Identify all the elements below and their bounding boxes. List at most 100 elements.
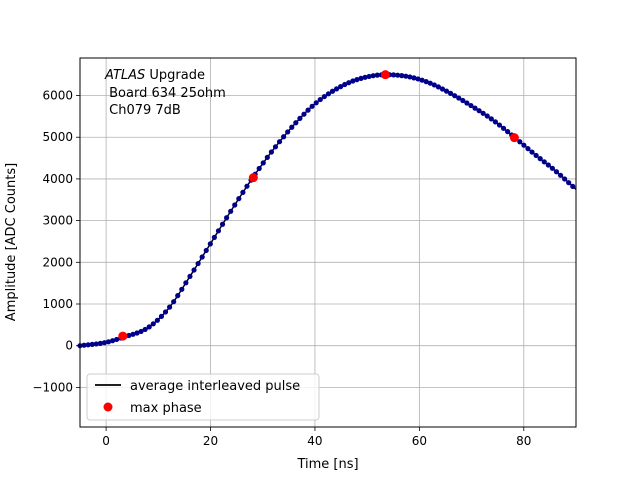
pulse-point [342, 81, 348, 88]
pulse-point [390, 72, 397, 78]
pulse-point [403, 73, 409, 79]
pulse-point [562, 176, 568, 182]
pulse-point [427, 80, 433, 86]
pulse-point [285, 129, 291, 135]
pulse-point [179, 286, 185, 292]
pulse-points [77, 72, 576, 349]
y-tick-label: 2000 [42, 255, 73, 269]
max-phase-point [509, 133, 519, 143]
annotation-upgrade: Upgrade [145, 68, 205, 83]
pulse-point [484, 113, 490, 119]
max-phase-points [118, 70, 519, 341]
pulse-point [134, 330, 140, 336]
pulse-point [488, 116, 494, 122]
x-tick-label: 80 [516, 434, 531, 448]
pulse-point [419, 77, 425, 83]
pulse-point [549, 165, 556, 171]
pulse-point [297, 115, 303, 121]
pulse-point [317, 96, 323, 103]
pulse-point [187, 273, 193, 280]
pulse-point [338, 84, 344, 90]
y-tick-label: 0 [65, 339, 73, 353]
atlas-annotation: ATLAS Upgrade Board 634 25ohm Ch079 7dB [104, 68, 226, 118]
pulse-point [553, 169, 560, 175]
pulse-point [256, 165, 262, 172]
pulse-point [333, 86, 340, 92]
y-tick-label: −1000 [32, 380, 73, 394]
pulse-point [276, 139, 283, 145]
pulse-point [101, 340, 108, 346]
max-phase-point [248, 173, 258, 183]
pulse-point [183, 280, 189, 286]
pulse-point [158, 313, 165, 319]
pulse-point [199, 254, 205, 260]
pulse-point [480, 110, 486, 116]
y-tick-label: 5000 [42, 130, 73, 144]
pulse-point [321, 93, 327, 100]
pulse-point [407, 74, 413, 80]
pulse-point [505, 129, 511, 135]
pulse-point [358, 75, 364, 81]
pulse-point [268, 149, 274, 155]
pulse-point [175, 293, 181, 299]
plot-frame [79, 57, 577, 428]
pulse-point [228, 208, 234, 214]
pulse-point [154, 317, 160, 323]
pulse-point [281, 134, 287, 140]
pulse-point [97, 340, 103, 346]
pulse-point [431, 82, 437, 88]
x-tick-label: 20 [203, 434, 218, 448]
pulse-point [195, 260, 201, 267]
pulse-point [354, 77, 360, 83]
pulse-point [244, 183, 250, 189]
annotation-line-3: Ch079 7dB [105, 103, 181, 118]
annotation-atlas-italic: ATLAS [104, 68, 145, 83]
pulse-point [150, 321, 156, 327]
x-tick-label: 0 [102, 434, 110, 448]
legend-box [86, 373, 320, 421]
pulse-point [224, 215, 230, 221]
pulse-point [525, 146, 531, 152]
pulse-point [191, 267, 197, 273]
pulse-point [460, 97, 466, 104]
pulse-point [142, 326, 148, 333]
y-tick-label: 1000 [42, 297, 73, 311]
pulse-point [492, 119, 498, 125]
pulse-point [105, 339, 112, 345]
pulse-point [456, 95, 462, 101]
y-tick-label: 3000 [42, 214, 73, 228]
pulse-point [468, 102, 474, 109]
y-axis-label: Amplitude [ADC Counts] [4, 163, 19, 321]
pulse-point [215, 228, 222, 234]
annotation-line-2: Board 634 25ohm [105, 86, 226, 101]
pulse-point [415, 76, 421, 82]
pulse-point [93, 341, 99, 347]
pulse-point [207, 241, 213, 247]
pulse-point [435, 84, 441, 90]
pulse-point [529, 149, 535, 155]
pulse-point [395, 72, 401, 78]
pulse-point [272, 144, 279, 150]
pulse-point [370, 73, 376, 79]
pulse-point [439, 86, 446, 92]
annotation-line-1: ATLAS Upgrade [104, 68, 205, 83]
pulse-point [264, 154, 270, 160]
pulse-point [240, 189, 246, 195]
pulse-point [496, 122, 503, 128]
pulse-point [362, 74, 368, 80]
pulse-point [545, 162, 551, 168]
pulse-point [452, 93, 458, 99]
pulse-point [570, 183, 576, 190]
y-tick-label: 6000 [42, 89, 73, 103]
pulse-point [289, 124, 295, 130]
pulse-point [219, 221, 226, 227]
pulse-point [114, 336, 120, 343]
pulse-point [81, 342, 87, 348]
pulse-point [374, 72, 380, 78]
pulse-point [126, 332, 132, 339]
pulse-point [146, 324, 152, 330]
pulse-point [166, 304, 173, 310]
x-tick-label: 40 [307, 434, 322, 448]
